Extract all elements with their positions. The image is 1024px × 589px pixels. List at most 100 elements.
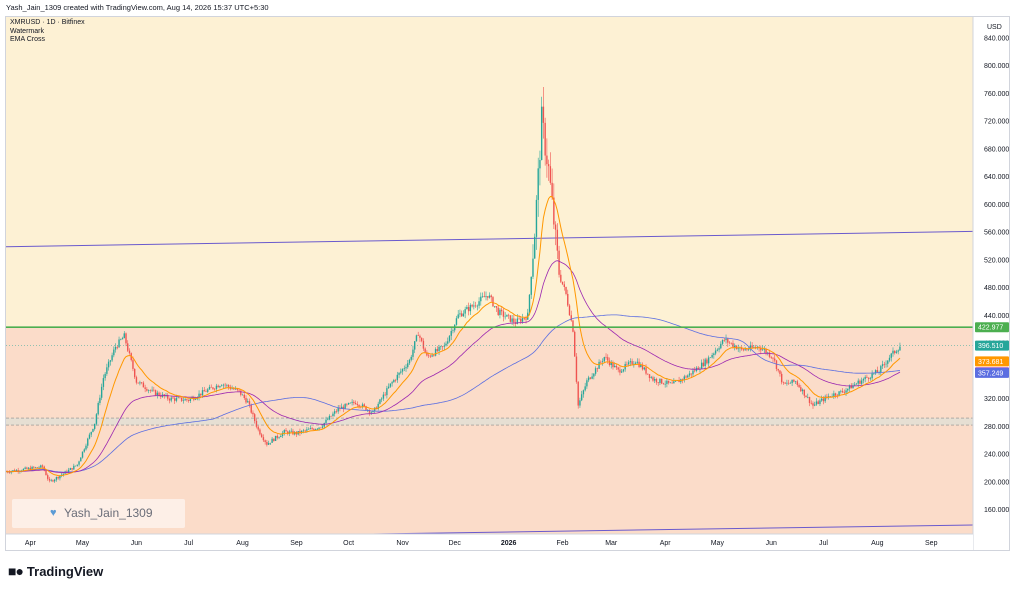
- candle-body: [549, 166, 552, 183]
- candle-body: [247, 401, 249, 403]
- candle-body: [568, 305, 571, 316]
- candle-body: [732, 343, 734, 348]
- candle-body: [434, 349, 437, 356]
- candle-body: [174, 398, 176, 401]
- candle-body: [478, 301, 480, 306]
- candle-body: [605, 357, 607, 358]
- horizontal-level: [6, 326, 973, 346]
- candle-body: [867, 377, 870, 379]
- candle-body: [462, 313, 465, 317]
- candle-body: [95, 414, 98, 424]
- candle-body: [648, 374, 651, 378]
- candle-body: [384, 394, 386, 396]
- candle-body: [259, 429, 261, 435]
- candle-body: [711, 355, 713, 358]
- candle-body: [516, 318, 519, 324]
- price-label-box: [975, 356, 1009, 367]
- candle-body: [431, 355, 433, 357]
- candle-body: [50, 480, 52, 481]
- candle-body: [407, 363, 409, 368]
- candle-body: [817, 401, 819, 404]
- candle-body: [271, 438, 273, 443]
- candle-body: [763, 349, 765, 350]
- candle-body: [212, 387, 214, 389]
- x-tick-label: Dec: [448, 540, 461, 547]
- candle-body: [716, 349, 719, 351]
- candle-body: [71, 468, 73, 470]
- candle-body: [387, 386, 390, 389]
- chart-legend[interactable]: XMRUSD · 1D · Bitfinex Watermark EMA Cro…: [10, 19, 85, 45]
- candle-body: [888, 357, 891, 361]
- zone-support: [6, 418, 973, 426]
- y-tick-label: 680.000: [984, 146, 1009, 153]
- price-chart[interactable]: USD 840.000 800.000 760.000 720.000 680.000 64…: [6, 17, 1009, 550]
- candle-body: [504, 316, 506, 318]
- legend-ema-cross: EMA Cross: [10, 36, 46, 44]
- candle-body: [184, 399, 186, 401]
- candle-body: [363, 404, 365, 407]
- candle-body: [280, 436, 282, 438]
- candle-body: [563, 284, 565, 287]
- candle-body: [692, 370, 694, 375]
- candle-body: [487, 296, 489, 298]
- candle-body: [323, 422, 325, 427]
- candle-body: [770, 356, 772, 358]
- candle-body: [361, 404, 364, 408]
- candle-body: [847, 388, 849, 391]
- candle-body: [622, 369, 625, 372]
- candle-body: [815, 401, 818, 405]
- candle-body: [713, 353, 715, 356]
- candle-body: [139, 382, 141, 384]
- candle-body: [283, 430, 285, 433]
- candle-body: [111, 355, 113, 361]
- candle-body: [372, 410, 374, 413]
- candle-body: [798, 384, 800, 388]
- candle-body: [704, 359, 706, 367]
- candle-body: [222, 384, 225, 386]
- y-tick-label: 640.000: [984, 174, 1009, 181]
- candle-body: [702, 362, 705, 367]
- tradingview-logo[interactable]: ■● TradingView: [8, 563, 103, 579]
- candle-body: [457, 314, 459, 319]
- candle-body: [121, 338, 124, 340]
- candle-body: [614, 365, 616, 368]
- candle-body: [460, 313, 463, 317]
- candle-body: [589, 377, 592, 379]
- candle-body: [580, 394, 583, 401]
- candle-body: [88, 434, 91, 439]
- candle-body: [483, 296, 485, 298]
- candle-body: [309, 428, 312, 430]
- legend-watermark: Watermark: [10, 27, 44, 35]
- candle-body: [85, 445, 87, 450]
- candle-body: [859, 380, 861, 384]
- candle-body: [894, 350, 896, 353]
- x-tick-label: Apr: [660, 540, 672, 547]
- candle-body: [254, 414, 256, 422]
- candle-body: [160, 395, 162, 397]
- candle-body: [116, 346, 119, 348]
- candle-body: [669, 382, 672, 384]
- candle-body: [328, 415, 331, 420]
- candle-body: [24, 467, 26, 469]
- price-label: 422.977: [978, 325, 1003, 332]
- candle-body: [666, 380, 668, 384]
- candle-body: [634, 362, 637, 364]
- candle-body: [459, 313, 461, 315]
- candle-body: [396, 374, 399, 381]
- candle-body: [269, 442, 272, 444]
- chart-header: Yash_Jain_1309 created with TradingView.…: [6, 3, 269, 12]
- y-tick-label: 280.000: [984, 424, 1009, 431]
- candle-body: [768, 352, 771, 357]
- x-tick-label: 2026: [501, 540, 517, 547]
- candle-body: [156, 392, 159, 396]
- candle-body: [445, 343, 447, 346]
- candle-body: [226, 385, 228, 386]
- candle-body: [600, 361, 602, 363]
- candle-body: [186, 399, 188, 401]
- candle-body: [415, 335, 418, 342]
- candle-body: [631, 361, 633, 365]
- candle-body: [500, 309, 503, 312]
- candle-body: [344, 404, 346, 409]
- candle-body: [744, 349, 746, 351]
- candle-body: [647, 373, 649, 375]
